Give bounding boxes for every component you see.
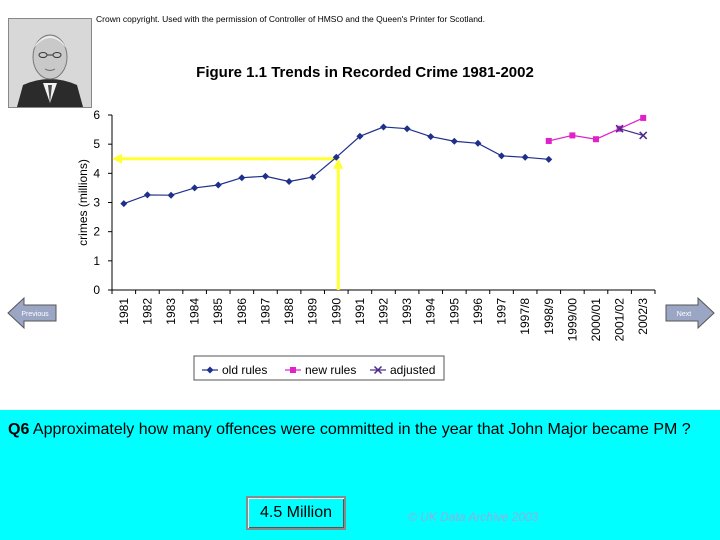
- chart-title: Figure 1.1 Trends in Recorded Crime 1981…: [196, 64, 534, 81]
- data-point-old-rules: [380, 123, 387, 131]
- highlight-arrowhead-left: [112, 153, 122, 164]
- x-tick-label: 2002/3: [636, 298, 650, 335]
- data-point-new-rules: [545, 137, 552, 144]
- series-line-adjusted: [619, 128, 644, 136]
- crime-trend-chart: old rules new rules adjusted 0 1 2 3 4 5 6 crimes…: [76, 108, 656, 381]
- y-tick-label: 2: [93, 225, 100, 239]
- data-point-old-rules: [120, 200, 128, 208]
- data-point-old-rules: [309, 173, 317, 181]
- chart-legend: old rules new rules adjusted: [193, 355, 445, 381]
- previous-label: Previous: [21, 311, 49, 318]
- next-arrow-icon: Next: [665, 296, 715, 330]
- x-tick-label: 1994: [424, 298, 438, 325]
- x-tick-label: 1989: [306, 298, 320, 325]
- y-axis-label: crimes (millions): [76, 159, 90, 246]
- question-number: Q6: [8, 421, 30, 438]
- legend-label: old rules: [222, 363, 267, 377]
- archive-credit: © UK Data Archive 2003: [408, 510, 539, 524]
- x-tick-label: 1996: [471, 298, 485, 325]
- data-point-old-rules: [285, 178, 293, 185]
- data-point-new-rules: [569, 132, 576, 139]
- data-point-old-rules: [332, 153, 340, 161]
- data-point-old-rules: [474, 139, 482, 147]
- x-tick-label: 1983: [164, 298, 178, 325]
- data-point-old-rules: [356, 132, 364, 140]
- previous-button[interactable]: Previous: [6, 296, 58, 335]
- x-tick-label: 1988: [282, 298, 296, 325]
- data-point-old-rules: [427, 133, 435, 141]
- question-text: Q6 Approximately how many offences were …: [8, 420, 708, 440]
- copyright-notice: Crown copyright. Used with the permissio…: [96, 14, 486, 24]
- data-point-old-rules: [261, 172, 269, 180]
- answer-button[interactable]: 4.5 Million: [246, 496, 346, 530]
- x-tick-label: 1990: [329, 298, 343, 325]
- x-tick-label: 1985: [211, 298, 225, 325]
- x-tick-label: 2000/01: [589, 298, 603, 342]
- x-tick-label: 1987: [258, 298, 272, 325]
- data-point-old-rules: [143, 191, 151, 199]
- next-button[interactable]: Next: [664, 296, 716, 335]
- legend-label: new rules: [305, 363, 356, 377]
- data-point-new-rules: [640, 114, 647, 121]
- data-point-old-rules: [521, 153, 529, 161]
- data-point-old-rules: [167, 191, 175, 199]
- next-label: Next: [677, 311, 691, 318]
- answer-label: 4.5 Million: [259, 504, 333, 521]
- x-tick-label: 1992: [377, 298, 391, 325]
- portrait-image: [9, 19, 91, 107]
- x-tick-label: 1995: [447, 298, 461, 325]
- legend-marker: [373, 365, 383, 375]
- data-point-old-rules: [450, 137, 458, 145]
- portrait-photo: [8, 18, 92, 108]
- data-point-old-rules: [498, 152, 506, 160]
- x-tick-label: 1997: [495, 298, 509, 325]
- y-tick-label: 5: [93, 137, 100, 151]
- x-tick-label: 1997/8: [518, 298, 532, 335]
- x-marker-stroke: [615, 124, 624, 133]
- y-tick-label: 3: [93, 196, 100, 210]
- y-tick-label: 1: [93, 254, 100, 268]
- question-body: Approximately how many offences were com…: [32, 421, 691, 438]
- x-tick-label: 2001/02: [613, 298, 627, 342]
- y-tick-label: 0: [93, 283, 100, 297]
- legend-marker: [290, 367, 296, 373]
- data-point-adjusted: [639, 131, 648, 140]
- legend-label: adjusted: [390, 363, 435, 377]
- x-marker-stroke: [373, 365, 383, 375]
- data-point-old-rules: [403, 125, 411, 133]
- data-point-old-rules: [214, 181, 222, 189]
- x-tick-label: 1986: [235, 298, 249, 325]
- highlight-arrowhead-up: [333, 158, 344, 169]
- x-tick-label: 1984: [188, 298, 202, 325]
- x-tick-label: 1999/00: [565, 298, 579, 342]
- data-point-old-rules: [191, 184, 199, 192]
- legend-marker: [206, 366, 214, 374]
- y-tick-label: 4: [93, 166, 100, 180]
- data-point-adjusted: [615, 124, 624, 133]
- data-point-old-rules: [545, 155, 553, 163]
- x-marker-stroke: [639, 131, 648, 140]
- previous-arrow-icon: Previous: [7, 296, 57, 330]
- data-point-old-rules: [238, 174, 246, 182]
- x-tick-label: 1981: [117, 298, 131, 325]
- x-tick-label: 1993: [400, 298, 414, 325]
- x-tick-label: 1982: [140, 298, 154, 325]
- x-tick-label: 1998/9: [542, 298, 556, 335]
- data-point-new-rules: [592, 136, 599, 143]
- y-tick-label: 6: [93, 108, 100, 122]
- question-panel: Q6 Approximately how many offences were …: [0, 410, 720, 540]
- x-tick-label: 1991: [353, 298, 367, 325]
